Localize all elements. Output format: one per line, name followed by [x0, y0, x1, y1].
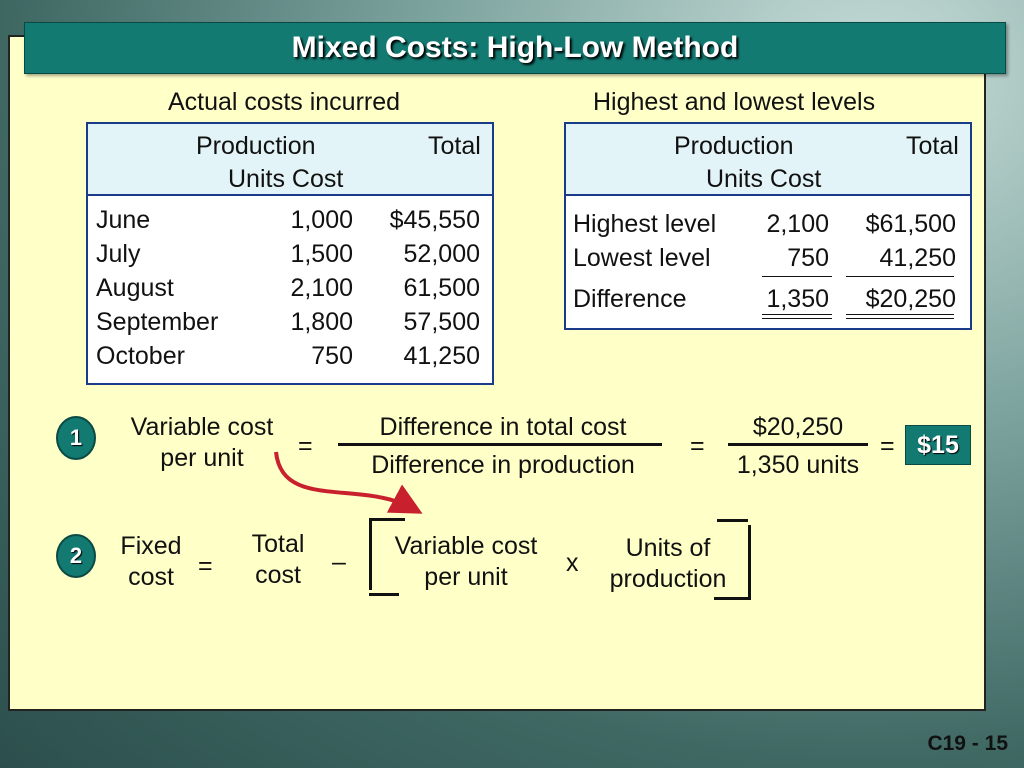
units-of-label: Units of — [625, 534, 711, 562]
fixed-label: Fixed — [120, 532, 182, 560]
row-units: 750 — [311, 342, 353, 370]
result-badge: $15 — [905, 425, 971, 465]
total-cost-label: cost — [255, 561, 301, 589]
value-denominator: 1,350 units — [736, 451, 860, 479]
row-label: Highest level — [573, 210, 717, 238]
title-bar: Mixed Costs: High-Low Method — [24, 22, 1006, 74]
slide-title: Mixed Costs: High-Low Method — [291, 31, 739, 64]
row-cost: 52,000 — [403, 240, 480, 268]
left-bracket — [369, 593, 399, 596]
per-unit-label: per unit — [160, 444, 244, 472]
value-numerator: $20,250 — [752, 413, 844, 441]
double-underline — [846, 314, 954, 315]
header-production: Production — [674, 132, 794, 160]
total-label: Total — [251, 530, 305, 558]
row-units: 1,500 — [290, 240, 353, 268]
row-month: June — [96, 206, 151, 234]
times-sign: x — [566, 549, 579, 577]
row-units: 1,350 — [766, 285, 829, 313]
row-units: 2,100 — [766, 210, 829, 238]
equals-sign: = — [880, 432, 895, 460]
row-cost: 41,250 — [879, 244, 956, 272]
header-units-cost: Units Cost — [706, 165, 822, 193]
row-units: 750 — [787, 244, 829, 272]
production-label: production — [609, 565, 727, 593]
step-2-badge: 2 — [56, 534, 96, 578]
row-cost: $61,500 — [865, 210, 956, 238]
actual-costs-table: Production Total Units Cost June 1,000 $… — [86, 122, 494, 385]
header-units-cost: Units Cost — [228, 165, 344, 193]
double-underline — [762, 318, 832, 319]
row-month: July — [96, 240, 141, 268]
table-header: Production Total Units Cost — [566, 124, 970, 196]
equals-sign: = — [298, 432, 313, 460]
fraction-bar — [728, 443, 868, 446]
variable-cost-term: Variable cost — [394, 532, 538, 560]
row-month: August — [96, 274, 174, 302]
row-cost: 57,500 — [403, 308, 480, 336]
fixed-cost-label: cost — [128, 563, 174, 591]
formula-denominator: Difference in production — [371, 451, 635, 479]
minus-sign: – — [332, 548, 346, 576]
row-units: 1,800 — [290, 308, 353, 336]
subtotal-line — [846, 276, 954, 277]
row-cost: $20,250 — [865, 285, 956, 313]
left-bracket — [369, 518, 405, 521]
right-bracket — [714, 597, 751, 600]
per-unit-term: per unit — [424, 563, 508, 591]
equals-sign: = — [198, 552, 213, 580]
fraction-bar — [338, 443, 662, 446]
header-total: Total — [906, 132, 959, 160]
row-cost: 61,500 — [403, 274, 480, 302]
variable-cost-label: Variable cost — [130, 413, 274, 441]
row-units: 2,100 — [290, 274, 353, 302]
table-header: Production Total Units Cost — [88, 124, 492, 196]
subtotal-line — [762, 276, 832, 277]
left-bracket — [369, 518, 372, 590]
right-bracket — [748, 525, 751, 597]
header-total: Total — [428, 132, 481, 160]
row-label: Difference — [573, 285, 687, 313]
row-cost: $45,550 — [389, 206, 480, 234]
formula-numerator: Difference in total cost — [379, 413, 627, 441]
right-table-caption: Highest and lowest levels — [593, 88, 876, 116]
header-production: Production — [196, 132, 316, 160]
row-units: 1,000 — [290, 206, 353, 234]
left-table-caption: Actual costs incurred — [168, 88, 401, 116]
row-month: October — [96, 342, 185, 370]
row-cost: 41,250 — [403, 342, 480, 370]
equals-sign: = — [690, 432, 705, 460]
slide-number: C19 - 15 — [927, 732, 1008, 755]
high-low-table: Production Total Units Cost Highest leve… — [564, 122, 972, 330]
right-bracket — [717, 519, 748, 522]
double-underline — [762, 314, 832, 315]
row-label: Lowest level — [573, 244, 711, 272]
step-1-badge: 1 — [56, 416, 96, 460]
double-underline — [846, 318, 954, 319]
row-month: September — [96, 308, 219, 336]
